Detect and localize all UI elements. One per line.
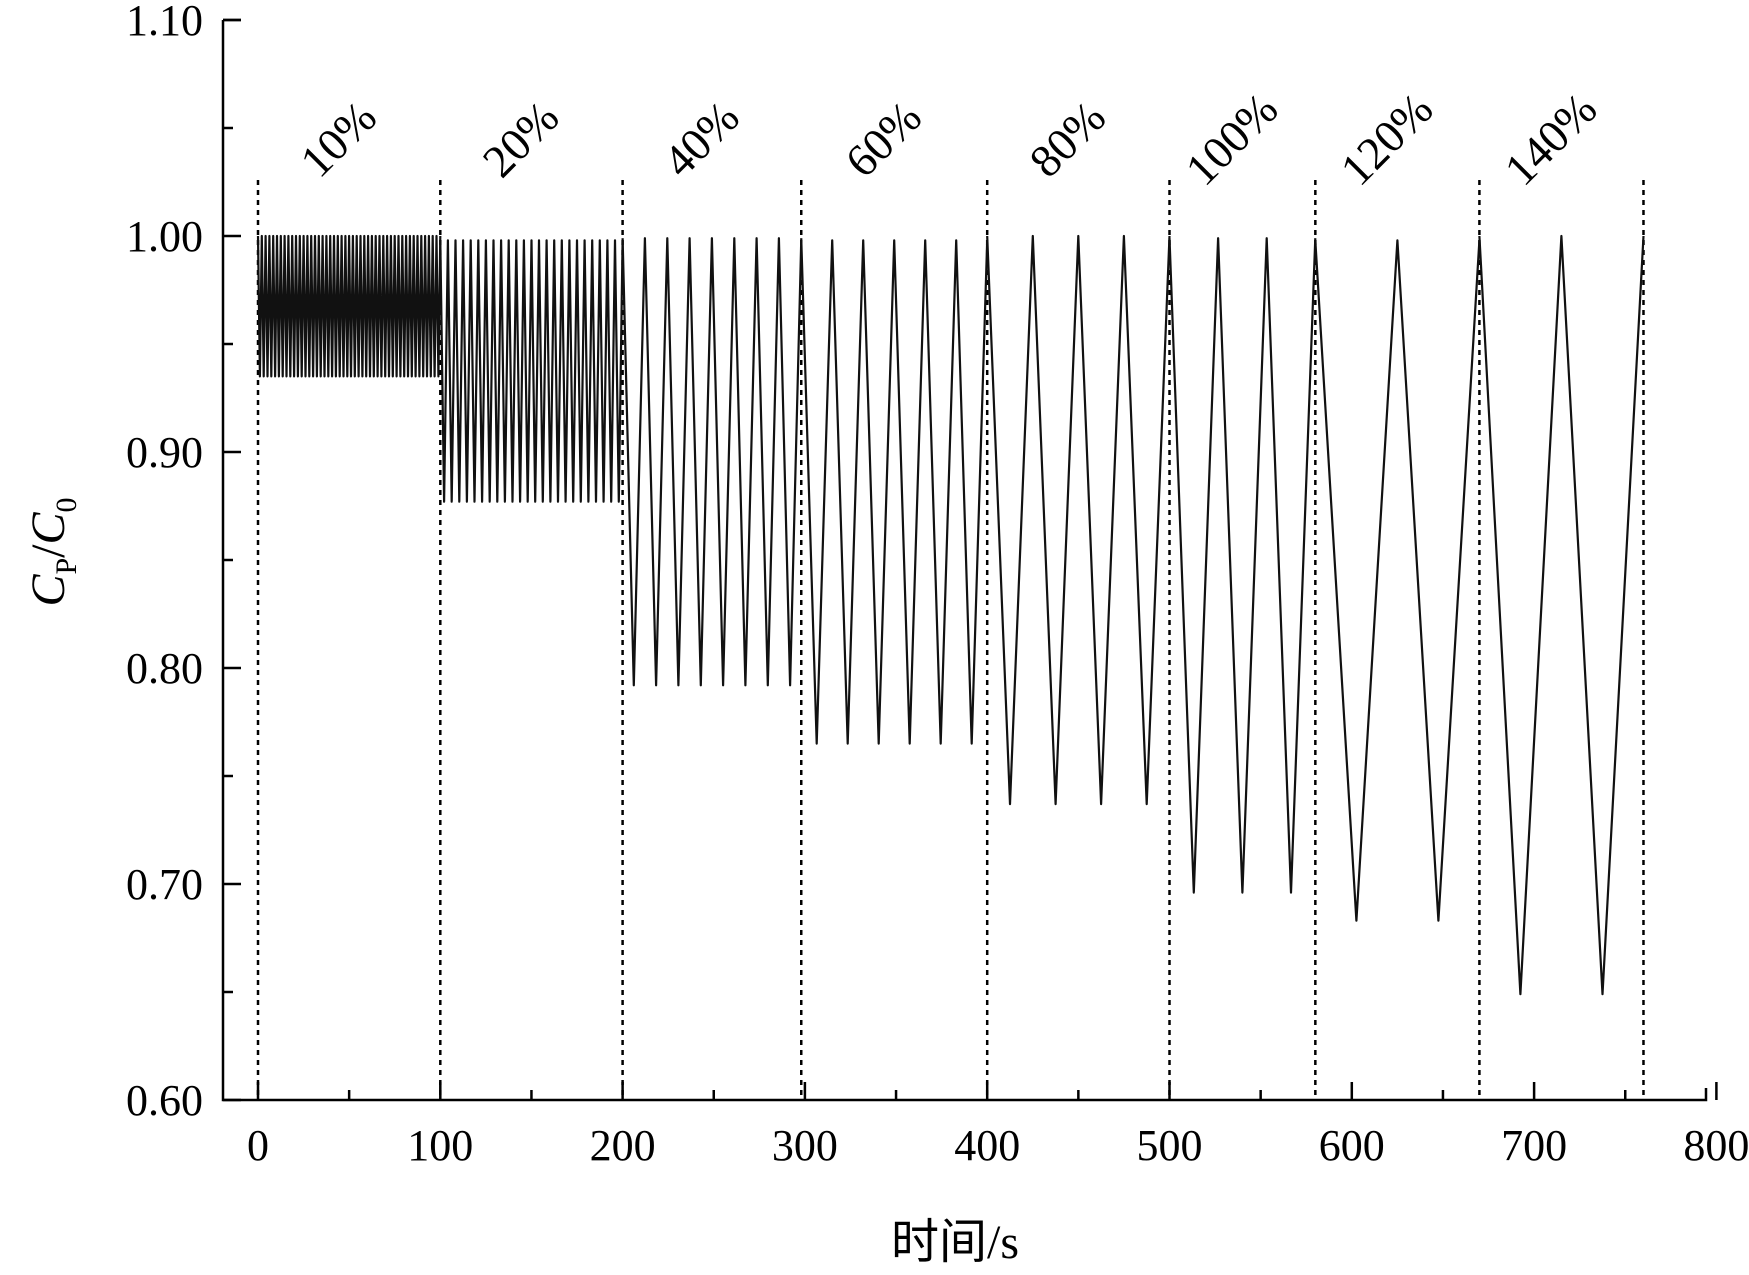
series-segment bbox=[621, 237, 803, 687]
y-axis-title-sub-0: 0 bbox=[50, 497, 83, 512]
y-tick-label: 0.80 bbox=[126, 644, 203, 693]
y-axis-title: CP/C0 bbox=[22, 497, 83, 606]
x-tick-label: 0 bbox=[247, 1121, 269, 1170]
x-tick-label: 500 bbox=[1137, 1121, 1203, 1170]
x-tick-label: 100 bbox=[407, 1121, 473, 1170]
y-tick-label: 1.10 bbox=[126, 0, 203, 45]
series-segment bbox=[986, 234, 1171, 806]
phase-label: 40% bbox=[653, 91, 749, 187]
y-axis-ticks: 0.60 0.70 0.80 0.90 1.00 1.10 bbox=[126, 0, 241, 1125]
y-tick-label: 0.90 bbox=[126, 428, 203, 477]
phase-label: 120% bbox=[1330, 83, 1442, 195]
series-segment bbox=[256, 234, 442, 378]
phase-label: 60% bbox=[835, 91, 931, 187]
y-axis-title-c: C bbox=[22, 574, 75, 607]
phase-label: 100% bbox=[1175, 83, 1287, 195]
phase-label: 10% bbox=[290, 91, 386, 187]
x-tick-label: 400 bbox=[954, 1121, 1020, 1170]
series-segment bbox=[1168, 237, 1317, 894]
x-axis-ticks: 0 100 200 300 400 500 600 700 800 bbox=[247, 1082, 1749, 1170]
y-tick-label: 1.00 bbox=[126, 212, 203, 261]
x-tick-label: 200 bbox=[590, 1121, 656, 1170]
y-axis-title-sub-p: P bbox=[50, 558, 83, 575]
x-tick-label: 300 bbox=[772, 1121, 838, 1170]
x-axis-title: 时间/s bbox=[891, 1216, 1019, 1269]
x-tick-label: 800 bbox=[1683, 1121, 1749, 1170]
x-tick-label: 700 bbox=[1501, 1121, 1567, 1170]
x-tick-label: 600 bbox=[1319, 1121, 1385, 1170]
phase-label: 140% bbox=[1494, 83, 1606, 195]
axis-frame bbox=[221, 20, 1708, 1102]
svg-text:CP/C0: CP/C0 bbox=[22, 497, 83, 606]
phase-label: 80% bbox=[1019, 91, 1115, 187]
axes bbox=[221, 20, 1708, 1102]
y-axis-title-slash: / bbox=[22, 544, 75, 558]
series-segment bbox=[1314, 239, 1481, 922]
series-segment bbox=[439, 239, 624, 503]
phase-dividers bbox=[256, 180, 1645, 1100]
y-axis-title-c0: C bbox=[22, 511, 75, 544]
phase-label: 20% bbox=[473, 91, 569, 187]
series-cp-c0 bbox=[256, 234, 1645, 996]
series-segment bbox=[800, 239, 989, 745]
y-tick-label: 0.60 bbox=[126, 1076, 203, 1125]
series-segment bbox=[1478, 234, 1645, 996]
y-tick-label: 0.70 bbox=[126, 860, 203, 909]
phase-labels: 10% 20% 40% 60% 80% 100% 120% 140% bbox=[290, 83, 1606, 195]
